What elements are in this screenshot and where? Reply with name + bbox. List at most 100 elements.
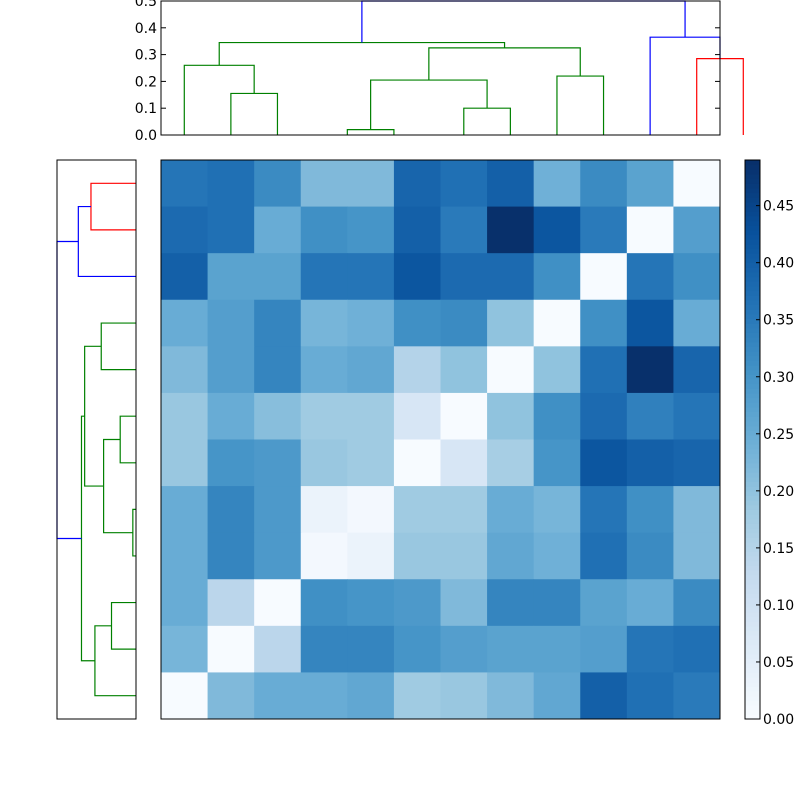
colorbar-segment-47 bbox=[745, 495, 760, 501]
colorbar-segment-32 bbox=[745, 565, 760, 571]
heatmap-cell-r11-c6 bbox=[440, 672, 488, 720]
heatmap-cell-r1-c0 bbox=[161, 206, 209, 254]
colorbar-segment-65 bbox=[745, 411, 760, 417]
top-dendrogram-link-1 bbox=[183, 64, 255, 135]
colorbar-segment-103 bbox=[745, 234, 760, 240]
top-dendrogram-link-9 bbox=[649, 36, 721, 135]
heatmap-cell-r5-c3 bbox=[300, 392, 348, 440]
colorbar-segment-82 bbox=[745, 332, 760, 338]
heatmap-cell-r9-c4 bbox=[347, 579, 395, 627]
top-dendrogram bbox=[160, 0, 744, 136]
top-dendrogram-link-4 bbox=[370, 79, 488, 130]
heatmap-cell-r4-c7 bbox=[487, 346, 535, 394]
heatmap-cell-r5-c8 bbox=[533, 392, 581, 440]
colorbar-segment-43 bbox=[745, 514, 760, 520]
left-dendrogram bbox=[56, 159, 137, 720]
heatmap-cell-r8-c0 bbox=[161, 532, 209, 580]
colorbar-segment-16 bbox=[745, 639, 760, 646]
colorbar-segment-0 bbox=[745, 714, 760, 720]
colorbar-segment-17 bbox=[745, 635, 760, 641]
colorbar-segment-72 bbox=[745, 378, 760, 385]
heatmap-cell-r8-c5 bbox=[393, 532, 441, 580]
colorbar-segment-70 bbox=[745, 388, 760, 394]
heatmap-cell-r3-c11 bbox=[673, 299, 721, 347]
colorbar-segment-118 bbox=[745, 164, 760, 170]
colorbar-segment-39 bbox=[745, 532, 760, 538]
heatmap-cell-r10-c3 bbox=[300, 625, 348, 673]
colorbar-segment-69 bbox=[745, 392, 760, 399]
heatmap-cell-r9-c3 bbox=[300, 579, 348, 627]
colorbar-segment-25 bbox=[745, 597, 760, 604]
colorbar-segment-111 bbox=[745, 197, 760, 203]
heatmap-cell-r5-c10 bbox=[626, 392, 674, 440]
heatmap-cell-r10-c0 bbox=[161, 625, 209, 673]
colorbar-segment-76 bbox=[745, 360, 760, 366]
heatmap-cell-r1-c5 bbox=[393, 206, 441, 254]
colorbar-segment-60 bbox=[745, 434, 760, 441]
colorbar-segment-26 bbox=[745, 593, 760, 599]
heatmap-matrix bbox=[160, 159, 721, 720]
colorbar-segment-44 bbox=[745, 509, 760, 515]
colorbar-segment-55 bbox=[745, 458, 760, 464]
colorbar-segment-102 bbox=[745, 239, 760, 245]
heatmap-cell-r7-c4 bbox=[347, 486, 395, 534]
heatmap-cell-r9-c6 bbox=[440, 579, 488, 627]
colorbar-segment-42 bbox=[745, 518, 760, 524]
heatmap-cell-r9-c11 bbox=[673, 579, 721, 627]
heatmap-cell-r1-c4 bbox=[347, 206, 395, 254]
colorbar-tick-label-1: 0.05 bbox=[763, 655, 794, 671]
colorbar-segment-63 bbox=[745, 420, 760, 427]
heatmap-cell-r11-c8 bbox=[533, 672, 581, 720]
colorbar-segment-86 bbox=[745, 313, 760, 319]
colorbar-segment-89 bbox=[745, 299, 760, 306]
heatmap-cell-r7-c9 bbox=[580, 486, 628, 534]
heatmap-cell-r4-c2 bbox=[254, 346, 302, 394]
heatmap-cell-r0-c6 bbox=[440, 160, 488, 208]
top-dendrogram-y-axis: 0.0 0.1 0.2 0.3 0.4 0.5 bbox=[135, 0, 720, 144]
colorbar-segment-3 bbox=[745, 700, 760, 706]
heatmap-cell-r10-c9 bbox=[580, 625, 628, 673]
heatmap-cell-r6-c5 bbox=[393, 439, 441, 487]
colorbar-segment-116 bbox=[745, 173, 760, 180]
heatmap-cell-r4-c1 bbox=[207, 346, 255, 394]
heatmap-cell-r2-c7 bbox=[487, 253, 535, 301]
heatmap-cell-r10-c5 bbox=[393, 625, 441, 673]
heatmap-cell-r10-c8 bbox=[533, 625, 581, 673]
heatmap-cell-r6-c11 bbox=[673, 439, 721, 487]
colorbar-segment-114 bbox=[745, 183, 760, 189]
heatmap-cell-r1-c10 bbox=[626, 206, 674, 254]
heatmap-cell-r4-c8 bbox=[533, 346, 581, 394]
colorbar-segment-74 bbox=[745, 369, 760, 375]
colorbar-segment-20 bbox=[745, 621, 760, 627]
heatmap-cell-r0-c8 bbox=[533, 160, 581, 208]
heatmap-cell-r0-c7 bbox=[487, 160, 535, 208]
colorbar-segment-92 bbox=[745, 285, 760, 292]
colorbar-segment-14 bbox=[745, 649, 760, 655]
heatmap-cell-r4-c9 bbox=[580, 346, 628, 394]
heatmap-cell-r8-c8 bbox=[533, 532, 581, 580]
heatmap-cell-r3-c0 bbox=[161, 299, 209, 347]
heatmap-cell-r2-c4 bbox=[347, 253, 395, 301]
heatmap-cell-r1-c7 bbox=[487, 206, 535, 254]
colorbar-segment-109 bbox=[745, 206, 760, 212]
left-dendrogram-link-5 bbox=[103, 438, 133, 534]
heatmap-cell-r9-c5 bbox=[393, 579, 441, 627]
heatmap-cell-r3-c7 bbox=[487, 299, 535, 347]
heatmap-cell-r9-c0 bbox=[161, 579, 209, 627]
heatmap-cell-r3-c10 bbox=[626, 299, 674, 347]
heatmap-cell-r5-c0 bbox=[161, 392, 209, 440]
heatmap-cell-r3-c3 bbox=[300, 299, 348, 347]
top-dendrogram-link-7 bbox=[218, 41, 506, 66]
colorbar-segment-35 bbox=[745, 551, 760, 557]
colorbar-tick-label-8: 0.40 bbox=[763, 256, 794, 272]
colorbar-segment-56 bbox=[745, 453, 760, 459]
heatmap-cell-r0-c0 bbox=[161, 160, 209, 208]
colorbar-segment-62 bbox=[745, 425, 760, 431]
heatmap-frame bbox=[160, 159, 721, 720]
colorbar-segment-100 bbox=[745, 248, 760, 254]
heatmap-cell-r7-c1 bbox=[207, 486, 255, 534]
heatmap-cell-r2-c11 bbox=[673, 253, 721, 301]
heatmap-cell-r7-c5 bbox=[393, 486, 441, 534]
colorbar-segment-22 bbox=[745, 611, 760, 618]
colorbar-segment-18 bbox=[745, 630, 760, 636]
